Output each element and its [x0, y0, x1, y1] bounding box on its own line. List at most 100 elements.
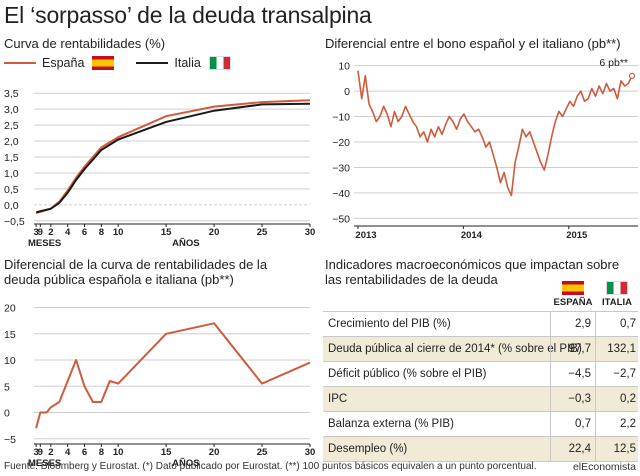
last-point-marker [628, 72, 636, 79]
row-italy-value: 2,2 [620, 418, 636, 430]
x-tick-label: 30 [305, 447, 316, 458]
y-tick-label: 20 [4, 303, 16, 315]
row-spain-value: −4,5 [550, 362, 596, 386]
italy-flag-icon [606, 281, 628, 295]
x-tick-label: 25 [257, 447, 268, 458]
row-italy-value: −2,7 [613, 368, 636, 380]
legend-spain-label: España [42, 56, 85, 70]
series-line-spread [357, 70, 633, 197]
table-row: Balanza externa (% PIB) 0,7 2,2 [323, 411, 638, 436]
x-tick-label: 9 [38, 227, 43, 238]
x-tick-label: 2 [48, 227, 53, 238]
row-spain-value: 2,9 [550, 312, 596, 336]
x-group-label-meses: MESES [28, 458, 61, 469]
y-tick-label: 2,5 [4, 120, 19, 132]
col-spain-header: ESPAÑA [553, 297, 593, 308]
row-spain-value: 22,4 [550, 437, 596, 461]
annotation-label: 6 pb** [599, 57, 628, 69]
x-tick-label: 2013 [355, 230, 376, 241]
y-tick-label: 0,0 [4, 200, 19, 212]
row-label: Deuda pública al cierre de 2014* (% sobr… [328, 343, 582, 355]
series-line-curve-spread [35, 322, 311, 429]
curve-legend: España Italia [4, 56, 231, 70]
source-footnote: Fuente: Bloomberg y Eurostat. (*) Dato p… [4, 461, 537, 472]
y-tick-label: −50 [332, 213, 350, 225]
row-label: Crecimiento del PIB (%) [328, 318, 451, 330]
row-italy-value: 0,2 [620, 393, 636, 405]
x-tick-label: 4 [65, 227, 71, 238]
row-label: Déficit público (% sobre el PIB) [328, 368, 487, 380]
table-row: Deuda pública al cierre de 2014* (% sobr… [323, 336, 638, 361]
y-tick-label: 10 [4, 355, 16, 367]
x-group-label-anos: AÑOS [172, 458, 199, 469]
brand-logo: elEconomista [572, 461, 636, 473]
x-tick-label: 8 [99, 227, 104, 238]
y-tick-label: 1,0 [4, 168, 19, 180]
y-tick-label: 15 [4, 329, 16, 341]
row-italy-value: 12,5 [613, 443, 636, 455]
x-tick-label: 20 [209, 227, 220, 238]
spain-flag-icon [92, 56, 115, 70]
y-tick-label: 10 [338, 61, 350, 73]
x-tick-label: 30 [305, 227, 316, 238]
x-tick-label: 6 [82, 447, 87, 458]
x-tick-label: 15 [161, 227, 172, 238]
row-italy-value: 132,1 [607, 343, 636, 355]
x-tick-label: 6 [82, 227, 87, 238]
x-tick-label: 8 [99, 447, 104, 458]
row-label: Balanza externa (% PIB) [328, 418, 454, 430]
x-tick-label: 2015 [566, 230, 588, 241]
x-tick-label: 9 [38, 447, 43, 458]
y-tick-label: 2,0 [4, 136, 19, 148]
x-tick-label: 3 [33, 227, 38, 238]
x-tick-label: 4 [65, 447, 71, 458]
y-tick-label: 3,0 [4, 104, 19, 116]
y-tick-label: 0 [344, 86, 350, 98]
table-row: Desempleo (%) 22,4 12,5 [323, 436, 638, 462]
row-spain-value: 97,7 [550, 337, 596, 361]
indicators-table: ESPAÑA ITALIA Crecimiento del PIB (%) 2,… [323, 281, 638, 462]
y-tick-label: −5 [4, 434, 16, 446]
table-row: Crecimiento del PIB (%) 2,9 0,7 [323, 311, 638, 336]
y-tick-label: 0,5 [4, 184, 19, 196]
col-italy-header: ITALIA [602, 297, 632, 308]
spain-flag-icon [562, 281, 584, 295]
table-header: ESPAÑA ITALIA [323, 281, 638, 311]
x-tick-label: 3 [33, 447, 38, 458]
curve-chart-title: Curva de rentabilidades (%) [4, 36, 166, 51]
x-tick-label: 10 [113, 447, 124, 458]
table-row: Déficit público (% sobre el PIB) −4,5 −2… [323, 361, 638, 386]
y-tick-label: 3,5 [4, 88, 19, 100]
row-label: IPC [328, 393, 348, 405]
italy-flag-icon [208, 56, 231, 70]
y-tick-label: −10 [332, 112, 350, 124]
x-tick-label: 20 [209, 447, 220, 458]
y-tick-label: −20 [332, 137, 350, 149]
x-tick-label: 10 [113, 227, 124, 238]
legend-italy-swatch [136, 62, 169, 64]
spread-ts-chart-title: Diferencial entre el bono español y el i… [325, 36, 621, 51]
row-spain-value: −0,3 [550, 387, 596, 411]
y-tick-label: 1,5 [4, 152, 19, 164]
x-tick-label: 15 [161, 447, 172, 458]
x-tick-label: 2014 [461, 230, 483, 241]
series-line-italy [35, 102, 311, 214]
spread-curve-chart-title: Diferencial de la curva de rentabilidade… [4, 257, 268, 287]
x-group-label-meses: MESES [28, 238, 61, 249]
x-tick-label: 25 [257, 227, 268, 238]
page-title: El ‘sorpasso’ de la deuda transalpina [4, 2, 372, 28]
x-tick-label: 2 [48, 447, 53, 458]
x-group-label-anos: AÑOS [172, 238, 199, 249]
y-tick-label: 5 [4, 381, 10, 393]
row-spain-value: 0,7 [550, 412, 596, 436]
row-label: Desempleo (%) [328, 443, 408, 455]
row-italy-value: 0,7 [620, 318, 636, 330]
y-tick-label: −30 [332, 162, 350, 174]
y-tick-label: 0 [4, 408, 10, 420]
y-tick-label: −40 [332, 188, 350, 200]
table-title: Indicadores macroeconómicos que impactan… [325, 257, 620, 287]
table-row: IPC −0,3 0,2 [323, 386, 638, 411]
y-tick-label: −0,5 [4, 216, 25, 228]
legend-spain-swatch [4, 62, 36, 64]
